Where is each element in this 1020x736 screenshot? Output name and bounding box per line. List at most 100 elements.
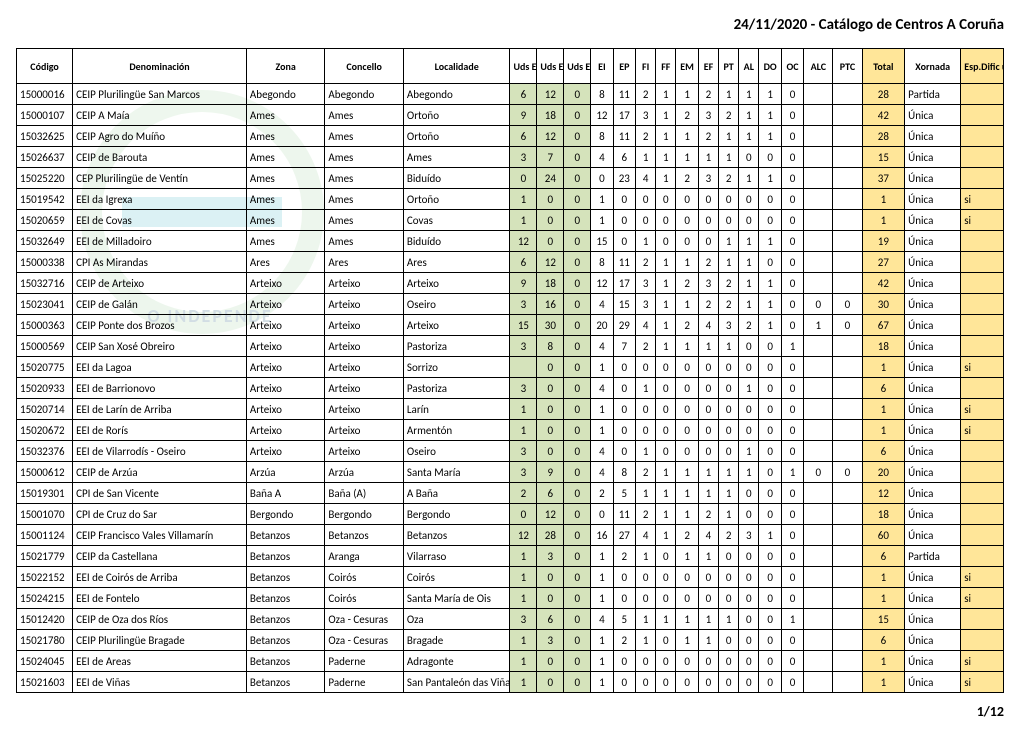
cell: 5 [613,483,635,504]
cell: 0 [613,651,635,672]
cell: 3 [698,105,718,126]
cell: Ames [325,126,404,147]
cell: Única [905,630,961,651]
col-header: EM [676,49,698,84]
cell: Arteixo [325,420,404,441]
table-row: 15020933EEI de BarrionovoArteixoArteixoP… [17,378,1004,399]
cell: Oza [403,609,510,630]
cell: Arteixo [325,357,404,378]
cell: 2 [676,525,698,546]
cell: 0 [613,588,635,609]
col-header: DO [759,49,781,84]
cell: 15020775 [17,357,73,378]
cell: 0 [636,420,656,441]
cell [961,168,1004,189]
cell: 6 [537,609,564,630]
cell: Arteixo [403,273,510,294]
cell: 1 [719,483,739,504]
cell: 0 [656,210,676,231]
cell: 1 [719,126,739,147]
cell: 2 [613,546,635,567]
cell: Biduído [403,168,510,189]
col-header: Zona [246,49,325,84]
cell: 0 [636,567,656,588]
cell [961,546,1004,567]
cell: 0 [564,210,591,231]
cell: 0 [698,357,718,378]
cell: 18 [537,105,564,126]
cell: Bergondo [325,504,404,525]
cell: 0 [739,504,759,525]
cell: CEIP Ponte dos Brozos [73,315,247,336]
cell [833,546,862,567]
cell: 1 [591,189,613,210]
cell: 15019301 [17,483,73,504]
cell [804,357,833,378]
cell: 0 [804,462,833,483]
cell [804,252,833,273]
cell: 8 [591,126,613,147]
cell: 1 [676,252,698,273]
cell: 0 [759,357,781,378]
col-header: Esp.Dific ultade [961,49,1004,84]
cell: si [961,189,1004,210]
cell: 0 [613,441,635,462]
cell: si [961,357,1004,378]
cell: 0 [676,441,698,462]
cell [961,105,1004,126]
table-row: 15025220CEP Plurilingüe de VentínAmesAme… [17,168,1004,189]
table-row: 15026637CEIP de BaroutaAmesAmesAmes37046… [17,147,1004,168]
col-header: Xornada [905,49,961,84]
cell: CPI As Mirandas [73,252,247,273]
cell: 0 [564,357,591,378]
cell: 1 [698,546,718,567]
cell: 11 [613,252,635,273]
cell: 12 [537,504,564,525]
cell: 1 [676,84,698,105]
cell: Única [905,126,961,147]
cell: 1 [510,672,537,693]
cell: 3 [537,630,564,651]
cell: Ames [246,126,325,147]
cell: 0 [781,273,803,294]
table-row: 15020714EEI de Larín de ArribaArteixoArt… [17,399,1004,420]
cell: EEI de Milladoiro [73,231,247,252]
cell: 0 [739,336,759,357]
col-header: FI [636,49,656,84]
cell: CEIP Agro do Muíño [73,126,247,147]
cell: 1 [739,378,759,399]
cell: 0 [781,168,803,189]
cell: Ortoño [403,189,510,210]
cell: 1 [656,336,676,357]
cell: Única [905,609,961,630]
cell: si [961,399,1004,420]
cell [833,84,862,105]
cell: 0 [656,651,676,672]
cell: 2 [719,525,739,546]
cell: 30 [537,315,564,336]
cell: 2 [719,294,739,315]
cell: 2 [698,294,718,315]
cell: 4 [636,315,656,336]
cell: Arzúa [325,462,404,483]
cell: 1 [759,126,781,147]
cell: Santa María de Ois [403,588,510,609]
cell: 1 [591,651,613,672]
col-header: FF [656,49,676,84]
cell [804,441,833,462]
cell: Paderne [325,672,404,693]
cell: EEI da Igrexa [73,189,247,210]
cell: 2 [719,273,739,294]
cell: 15025220 [17,168,73,189]
cell: 1 [804,315,833,336]
table-row: 15023041CEIP de GalánArteixoArteixoOseir… [17,294,1004,315]
cell: 0 [537,567,564,588]
cell: CPI de Cruz do Sar [73,504,247,525]
cell: Ames [325,105,404,126]
cell: 15024045 [17,651,73,672]
cell: 12 [591,105,613,126]
cell [804,609,833,630]
cell: 1 [656,252,676,273]
cell: 1 [656,525,676,546]
cell: 0 [656,546,676,567]
